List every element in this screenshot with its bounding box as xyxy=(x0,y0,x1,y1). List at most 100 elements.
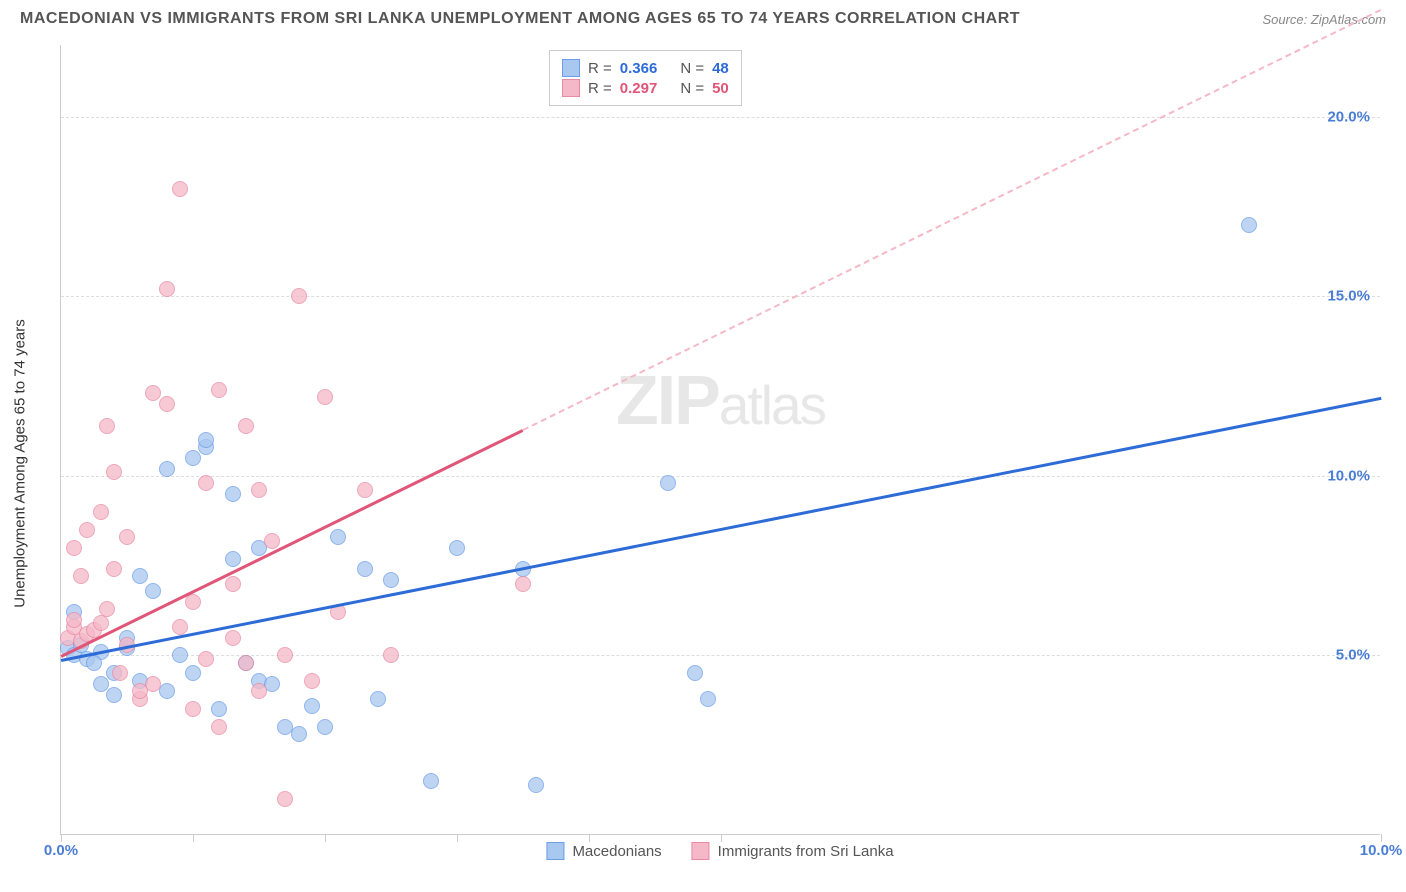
data-point xyxy=(106,561,122,577)
data-point xyxy=(238,418,254,434)
data-point xyxy=(211,719,227,735)
data-point xyxy=(66,612,82,628)
legend-swatch xyxy=(562,59,580,77)
x-tick xyxy=(325,834,326,842)
legend-r-label: R = xyxy=(588,80,612,97)
y-axis-label: Unemployment Among Ages 65 to 74 years xyxy=(12,319,29,608)
data-point xyxy=(211,382,227,398)
legend-swatch xyxy=(692,842,710,860)
legend-n-value: 48 xyxy=(712,60,729,77)
data-point xyxy=(99,601,115,617)
data-point xyxy=(93,504,109,520)
data-point xyxy=(172,619,188,635)
chart-title: MACEDONIAN VS IMMIGRANTS FROM SRI LANKA … xyxy=(20,10,1020,28)
data-point xyxy=(1241,217,1257,233)
y-tick-label: 15.0% xyxy=(1327,288,1370,305)
data-point xyxy=(145,583,161,599)
legend-n-value: 50 xyxy=(712,80,729,97)
data-point xyxy=(185,450,201,466)
data-point xyxy=(370,691,386,707)
data-point xyxy=(264,533,280,549)
data-point xyxy=(159,281,175,297)
source-attribution: Source: ZipAtlas.com xyxy=(1262,12,1386,27)
data-point xyxy=(159,396,175,412)
y-tick-label: 5.0% xyxy=(1336,647,1370,664)
data-point xyxy=(291,288,307,304)
x-tick-label: 0.0% xyxy=(44,842,78,859)
data-point xyxy=(317,389,333,405)
data-point xyxy=(198,432,214,448)
data-point xyxy=(198,651,214,667)
gridline-h xyxy=(61,117,1380,118)
data-point xyxy=(145,385,161,401)
y-tick-label: 20.0% xyxy=(1327,108,1370,125)
data-point xyxy=(159,461,175,477)
data-point xyxy=(112,665,128,681)
data-point xyxy=(251,482,267,498)
data-point xyxy=(86,655,102,671)
data-point xyxy=(132,683,148,699)
legend-swatch xyxy=(546,842,564,860)
legend-r-value: 0.366 xyxy=(620,60,658,77)
watermark-prefix: ZIP xyxy=(616,361,719,439)
data-point xyxy=(119,529,135,545)
data-point xyxy=(106,687,122,703)
data-point xyxy=(317,719,333,735)
data-point xyxy=(225,486,241,502)
data-point xyxy=(423,773,439,789)
data-point xyxy=(238,655,254,671)
data-point xyxy=(198,475,214,491)
data-point xyxy=(106,464,122,480)
x-tick xyxy=(61,834,62,842)
legend-item: Immigrants from Sri Lanka xyxy=(692,842,894,860)
x-tick xyxy=(457,834,458,842)
legend-label: Macedonians xyxy=(572,843,661,860)
x-tick xyxy=(1381,834,1382,842)
chart-container: Unemployment Among Ages 65 to 74 years Z… xyxy=(50,45,1390,865)
legend-r-label: R = xyxy=(588,60,612,77)
legend-r-value: 0.297 xyxy=(620,80,658,97)
data-point xyxy=(304,698,320,714)
data-point xyxy=(225,551,241,567)
data-point xyxy=(225,576,241,592)
x-tick-label: 10.0% xyxy=(1360,842,1403,859)
data-point xyxy=(211,701,227,717)
data-point xyxy=(357,561,373,577)
data-point xyxy=(79,522,95,538)
data-point xyxy=(291,726,307,742)
data-point xyxy=(277,791,293,807)
data-point xyxy=(660,475,676,491)
data-point xyxy=(132,568,148,584)
gridline-h xyxy=(61,296,1380,297)
data-point xyxy=(185,701,201,717)
watermark: ZIPatlas xyxy=(616,360,825,440)
data-point xyxy=(93,615,109,631)
data-point xyxy=(700,691,716,707)
legend-n-label: N = xyxy=(680,80,704,97)
legend-row: R = 0.366 N = 48 xyxy=(562,59,729,77)
watermark-suffix: atlas xyxy=(719,374,825,436)
x-tick xyxy=(721,834,722,842)
data-point xyxy=(251,683,267,699)
legend-n-label: N = xyxy=(680,60,704,77)
data-point xyxy=(515,576,531,592)
gridline-h xyxy=(61,655,1380,656)
data-point xyxy=(73,568,89,584)
gridline-h xyxy=(61,476,1380,477)
data-point xyxy=(330,529,346,545)
data-point xyxy=(225,630,241,646)
data-point xyxy=(687,665,703,681)
data-point xyxy=(304,673,320,689)
y-tick-label: 10.0% xyxy=(1327,467,1370,484)
data-point xyxy=(185,665,201,681)
data-point xyxy=(383,647,399,663)
data-point xyxy=(449,540,465,556)
data-point xyxy=(383,572,399,588)
legend-row: R = 0.297 N = 50 xyxy=(562,79,729,97)
bottom-legend: Macedonians Immigrants from Sri Lanka xyxy=(546,842,893,860)
data-point xyxy=(172,647,188,663)
data-point xyxy=(99,418,115,434)
data-point xyxy=(66,540,82,556)
data-point xyxy=(357,482,373,498)
data-point xyxy=(172,181,188,197)
